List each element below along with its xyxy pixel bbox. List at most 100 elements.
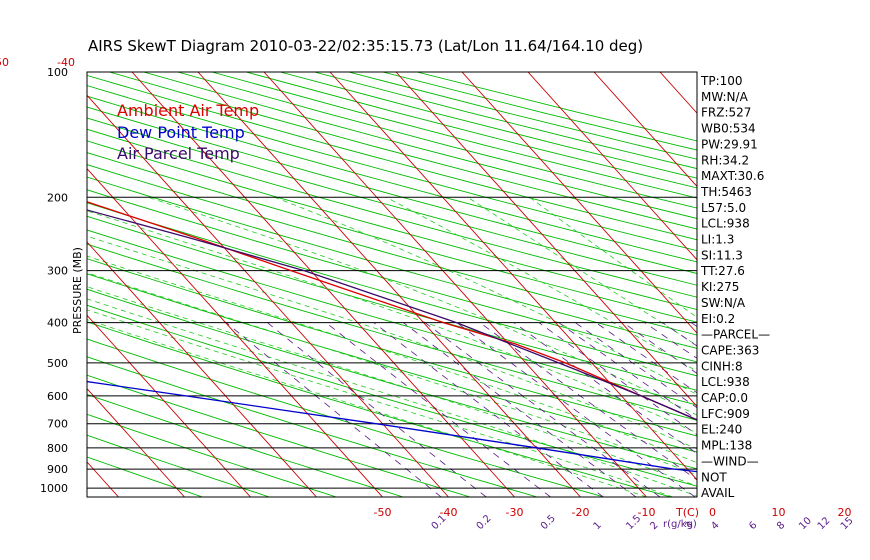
mixing-ratio-line	[373, 322, 604, 497]
dry-adiabat	[87, 85, 697, 252]
pressure-tick-label: 1000	[40, 482, 68, 495]
stat-line: CAP:0.0	[701, 391, 748, 405]
isotherm	[197, 72, 581, 497]
stat-line: —PARCEL—	[701, 328, 770, 342]
top-temp-tick-label: -40	[57, 56, 75, 69]
bottom-temp-tick-label: 20	[838, 506, 852, 519]
mixing-ratio-line	[403, 322, 637, 497]
legend: Ambient Air Temp Dew Point Temp Air Parc…	[117, 101, 259, 163]
dry-adiabat	[87, 140, 697, 311]
series-dewpoint	[87, 380, 697, 473]
bottom-temp-tick-label: -30	[506, 506, 524, 519]
stat-line: CAPE:363	[701, 343, 759, 357]
pressure-tick-label: 500	[47, 357, 68, 370]
mixing-ratio-line	[513, 322, 697, 455]
stat-line: EI:0.2	[701, 312, 735, 326]
stat-line: TH:5463	[700, 185, 752, 199]
dry-adiabat	[280, 72, 697, 179]
isotherm	[593, 72, 697, 188]
x-axis-label: T(C)	[675, 506, 699, 519]
stat-line: CINH:8	[701, 359, 743, 373]
dry-adiabat	[87, 243, 697, 421]
dry-adiabat	[87, 106, 697, 274]
isotherm	[87, 314, 251, 497]
dry-adiabat	[87, 176, 697, 349]
mixing-ratio-tick-label: 8	[775, 520, 787, 532]
dry-adiabat	[87, 434, 270, 497]
mixing-ratio-tick-label: 2	[648, 520, 660, 532]
moist-adiabat	[529, 196, 697, 318]
isotherm	[131, 72, 515, 497]
stat-line: MAXT:30.6	[701, 169, 764, 183]
isotherm	[329, 72, 697, 481]
stat-line: WB0:534	[701, 122, 756, 136]
isotherm	[527, 72, 697, 261]
pressure-tick-label: 300	[47, 265, 68, 278]
mixing-ratio-tick-label: 12	[816, 515, 833, 532]
mixing-ratio-tick-label: 1	[592, 520, 604, 532]
mixing-ratio-axis-label: r(g/kg)	[663, 519, 697, 530]
dry-adiabat	[87, 229, 697, 406]
dry-adiabat	[87, 117, 697, 286]
stat-line: LI:1.3	[701, 233, 734, 247]
isotherm	[395, 72, 697, 408]
profile-lines	[87, 201, 697, 473]
stat-line: AVAIL	[701, 486, 735, 500]
stat-line: LCL:938	[701, 217, 750, 231]
legend-ambient: Ambient Air Temp	[117, 101, 259, 120]
stat-line: KI:275	[701, 280, 739, 294]
stat-line: LCL:938	[701, 375, 750, 389]
isotherm	[659, 72, 697, 114]
mixing-ratio-line	[456, 322, 696, 497]
dry-adiabat	[87, 374, 471, 497]
pressure-tick-label: 100	[47, 66, 68, 79]
dry-adiabat	[87, 189, 697, 363]
dry-adiabat	[348, 72, 697, 160]
mixing-ratio-line	[225, 322, 442, 497]
dry-adiabat	[87, 321, 672, 497]
dry-adiabat	[87, 273, 697, 453]
moist-adiabat	[147, 196, 697, 416]
moist-adiabat	[386, 196, 697, 372]
dry-adiabat	[87, 413, 337, 497]
dry-adiabat	[87, 202, 697, 377]
isotherm	[87, 387, 185, 497]
pressure-tick-label: 200	[47, 191, 68, 204]
plot-frame	[86, 71, 698, 498]
mixing-ratio-line	[424, 322, 661, 497]
moist-adiabat	[87, 272, 697, 476]
stat-line: FRZ:527	[701, 106, 751, 120]
pressure-tick-label: 400	[47, 317, 68, 330]
top-temp-tick-label: -50	[0, 56, 9, 69]
stat-line: RH:34.2	[701, 153, 749, 167]
moist-adiabat	[87, 298, 697, 497]
legend-parcel: Air Parcel Temp	[117, 144, 240, 163]
stat-line: MPL:138	[701, 439, 752, 453]
dry-adiabat	[87, 258, 697, 437]
stat-line: SI:11.3	[701, 248, 743, 262]
pressure-tick-label: 700	[47, 418, 68, 431]
moist-adiabat	[87, 319, 647, 497]
moist-adiabat	[467, 196, 697, 346]
isotherm	[87, 94, 449, 497]
stat-line: TT:27.6	[700, 264, 745, 278]
mixing-ratio-line	[538, 322, 697, 436]
chart-title: AIRS SkewT Diagram 2010-03-22/02:35:15.7…	[88, 37, 643, 55]
bottom-temp-tick-label: -20	[572, 506, 590, 519]
bottom-temp-tick-label: -10	[638, 506, 656, 519]
dry-adiabat	[245, 72, 697, 189]
dry-adiabat	[87, 356, 538, 497]
dry-adiabat	[314, 72, 697, 170]
series-ambient	[87, 201, 697, 421]
mixing-ratio-line	[267, 322, 487, 497]
moist-adiabat	[87, 309, 674, 497]
mixing-ratio-tick-label: 0.2	[475, 513, 494, 532]
stat-line: L57:5.0	[701, 201, 746, 215]
y-axis-label: PRESSURE (MB)	[71, 247, 84, 334]
bottom-temp-tick-label: 10	[772, 506, 786, 519]
pressure-tick-label: 600	[47, 390, 68, 403]
stat-line: SW:N/A	[701, 296, 746, 310]
mixing-ratio-tick-label: 6	[747, 520, 759, 532]
